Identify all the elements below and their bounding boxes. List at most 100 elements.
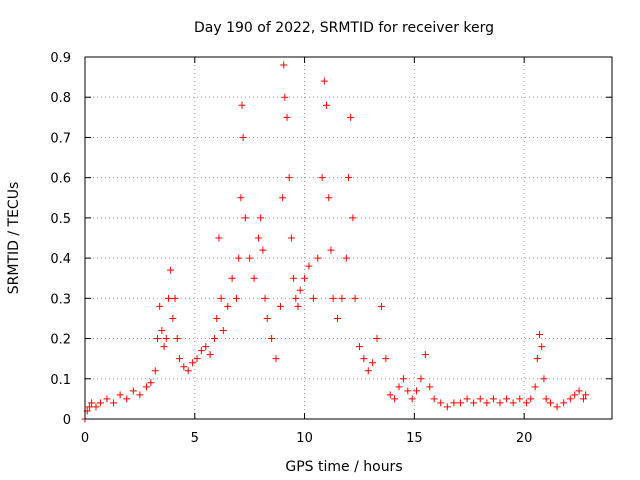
data-point (349, 214, 357, 222)
data-point (386, 391, 394, 399)
x-tick-label: 20 (516, 431, 533, 446)
data-points (81, 61, 590, 423)
data-point (483, 399, 491, 407)
y-tick-label: 0 (63, 413, 71, 428)
data-point (238, 101, 246, 109)
data-point (309, 294, 317, 302)
data-point (162, 335, 170, 343)
y-tick-label: 0.7 (50, 131, 71, 146)
y-tick-label: 0.8 (50, 91, 71, 106)
data-point (364, 367, 372, 375)
data-point (285, 174, 293, 182)
data-point (206, 351, 214, 359)
data-point (320, 77, 328, 85)
data-point (156, 302, 164, 310)
x-tick-label: 15 (406, 431, 423, 446)
data-point (566, 395, 574, 403)
data-point (129, 387, 137, 395)
data-point (470, 399, 478, 407)
data-point (257, 214, 265, 222)
data-point (531, 383, 539, 391)
data-point (103, 395, 111, 403)
y-tick-label: 0.9 (50, 51, 71, 66)
data-point (276, 302, 284, 310)
data-point (184, 367, 192, 375)
data-point (314, 254, 322, 262)
data-point (430, 395, 438, 403)
data-point (292, 294, 300, 302)
y-tick-label: 0.1 (50, 373, 71, 388)
data-point (96, 399, 104, 407)
data-point (171, 294, 179, 302)
data-point (175, 355, 183, 363)
data-point (224, 302, 232, 310)
data-point (413, 387, 421, 395)
data-point (211, 335, 219, 343)
data-point (582, 391, 590, 399)
data-point (246, 254, 254, 262)
data-point (283, 113, 291, 121)
data-point (142, 383, 150, 391)
data-point (228, 274, 236, 282)
data-point (450, 399, 458, 407)
data-point (110, 399, 118, 407)
data-point (522, 399, 530, 407)
data-point (281, 93, 289, 101)
data-point (88, 399, 96, 407)
data-point (268, 335, 276, 343)
x-tick-label: 0 (81, 431, 89, 446)
data-point (116, 391, 124, 399)
data-point (215, 234, 223, 242)
data-point (334, 314, 342, 322)
data-point (239, 133, 247, 141)
tick-marks (84, 56, 612, 420)
data-point (377, 302, 385, 310)
data-point (463, 395, 471, 403)
data-point (456, 399, 464, 407)
data-point (301, 274, 309, 282)
x-axis-label: GPS time / hours (285, 459, 402, 475)
data-point (489, 395, 497, 403)
data-point (217, 294, 225, 302)
data-point (351, 294, 359, 302)
data-point (560, 399, 568, 407)
chart-title: Day 190 of 2022, SRMTID for receiver ker… (194, 20, 494, 36)
data-point (136, 391, 144, 399)
data-point (180, 363, 188, 371)
data-point (373, 335, 381, 343)
data-point (263, 314, 271, 322)
data-point (542, 395, 550, 403)
data-point (421, 351, 429, 359)
data-point (318, 174, 326, 182)
data-point (516, 395, 524, 403)
data-point (391, 395, 399, 403)
data-point (254, 234, 262, 242)
data-point (189, 359, 197, 367)
y-tick-label: 0.2 (50, 333, 71, 348)
data-point (338, 294, 346, 302)
data-point (280, 61, 288, 69)
data-point (151, 367, 159, 375)
data-point (167, 266, 175, 274)
data-point (369, 359, 377, 367)
data-point (290, 274, 298, 282)
data-point (579, 395, 587, 403)
y-tick-label: 0.4 (50, 252, 71, 267)
data-point (241, 214, 249, 222)
data-point (153, 335, 161, 343)
data-point (547, 399, 555, 407)
y-axis-label: SRMTID / TECUs (6, 182, 22, 295)
data-point (250, 274, 258, 282)
data-point (443, 403, 451, 411)
y-tick-label: 0.5 (50, 212, 71, 227)
data-point (417, 375, 425, 383)
data-point (399, 375, 407, 383)
data-point (202, 343, 210, 351)
data-point (496, 399, 504, 407)
data-point (173, 335, 181, 343)
data-point (426, 383, 434, 391)
series-srmtid (81, 61, 590, 423)
data-point (123, 395, 131, 403)
y-tick-label: 0.3 (50, 292, 71, 307)
